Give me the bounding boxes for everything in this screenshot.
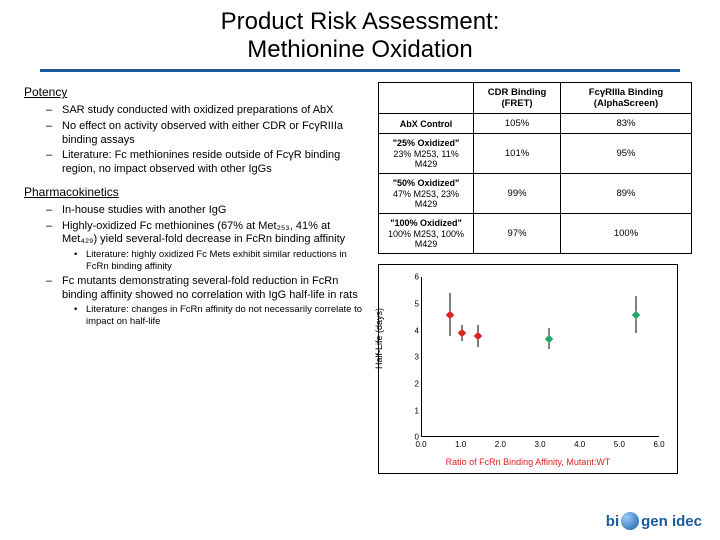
potency-item: Literature: Fc methionines reside outsid… [52, 149, 368, 177]
title-line-2: Methionine Oxidation [247, 36, 472, 63]
table-row: AbX Control105%83% [379, 114, 692, 134]
chart-y-label: Half-Life (days) [374, 308, 384, 369]
table-header: CDR Binding (FRET) [474, 83, 561, 114]
table-cell: 89% [561, 174, 692, 214]
potency-heading: Potency [24, 85, 368, 100]
pk-item: In-house studies with another IgG [52, 204, 368, 218]
chart-point [632, 310, 640, 318]
table-row-label: "100% Oxidized"100% M253, 100% M429 [379, 214, 474, 254]
chart-x-tick: 4.0 [574, 440, 585, 449]
chart-plot-area [421, 277, 659, 437]
table-row: "100% Oxidized"100% M253, 100% M42997%10… [379, 214, 692, 254]
brand-text-prefix: bi [606, 513, 619, 530]
chart-point [473, 332, 481, 340]
chart-y-tick: 5 [409, 299, 419, 308]
pk-item: Fc mutants demonstrating several-fold re… [52, 275, 368, 328]
table-cell: 95% [561, 134, 692, 174]
pk-heading: Pharmacokinetics [24, 185, 368, 200]
chart-y-tick: 6 [409, 273, 419, 282]
table-row-label: "25% Oxidized"23% M253, 11% M429 [379, 134, 474, 174]
pk-subnote: Literature: changes in FcRn affinity do … [78, 304, 368, 328]
table-header [379, 83, 474, 114]
chart-x-tick: 3.0 [534, 440, 545, 449]
binding-table: CDR Binding (FRET) FcγRIIIa Binding (Alp… [378, 82, 692, 254]
potency-list: SAR study conducted with oxidized prepar… [38, 104, 368, 177]
title-line-1: Product Risk Assessment: [221, 8, 500, 35]
chart-x-tick: 2.0 [495, 440, 506, 449]
chart-x-tick: 0.0 [415, 440, 426, 449]
table-row: "50% Oxidized"47% M253, 23% M42999%89% [379, 174, 692, 214]
brand-globe-icon [621, 512, 639, 530]
chart-x-tick: 1.0 [455, 440, 466, 449]
slide-title: Product Risk Assessment: Methionine Oxid… [0, 0, 720, 63]
chart-x-label: Ratio of FcRn Binding Affinity, Mutant:W… [379, 457, 677, 467]
chart-x-tick: 6.0 [653, 440, 664, 449]
table-row: "25% Oxidized"23% M253, 11% M429101%95% [379, 134, 692, 174]
chart-y-tick: 1 [409, 406, 419, 415]
potency-item: SAR study conducted with oxidized prepar… [52, 104, 368, 118]
potency-item: No effect on activity observed with eith… [52, 120, 368, 148]
chart-y-tick: 2 [409, 379, 419, 388]
brand-text-suffix: gen idec [641, 513, 702, 530]
table-cell: 99% [474, 174, 561, 214]
table-row-label: AbX Control [379, 114, 474, 134]
chart-point [446, 310, 454, 318]
pk-item: Highly-oxidized Fc methionines (67% at M… [52, 220, 368, 273]
halflife-chart: Half-Life (days) Ratio of FcRn Binding A… [378, 264, 678, 474]
table-header: FcγRIIIa Binding (AlphaScreen) [561, 83, 692, 114]
table-cell: 100% [561, 214, 692, 254]
table-cell: 83% [561, 114, 692, 134]
table-cell: 97% [474, 214, 561, 254]
chart-y-tick: 3 [409, 353, 419, 362]
body-text: Potency SAR study conducted with oxidize… [38, 82, 368, 474]
chart-point [457, 329, 465, 337]
chart-x-tick: 5.0 [614, 440, 625, 449]
chart-y-tick: 4 [409, 326, 419, 335]
brand-logo: bi gen idec [606, 512, 702, 530]
chart-point [545, 334, 553, 342]
table-cell: 105% [474, 114, 561, 134]
pk-list: In-house studies with another IgG Highly… [38, 204, 368, 328]
table-cell: 101% [474, 134, 561, 174]
pk-subnote: Literature: highly oxidized Fc Mets exhi… [78, 249, 368, 273]
table-row-label: "50% Oxidized"47% M253, 23% M429 [379, 174, 474, 214]
